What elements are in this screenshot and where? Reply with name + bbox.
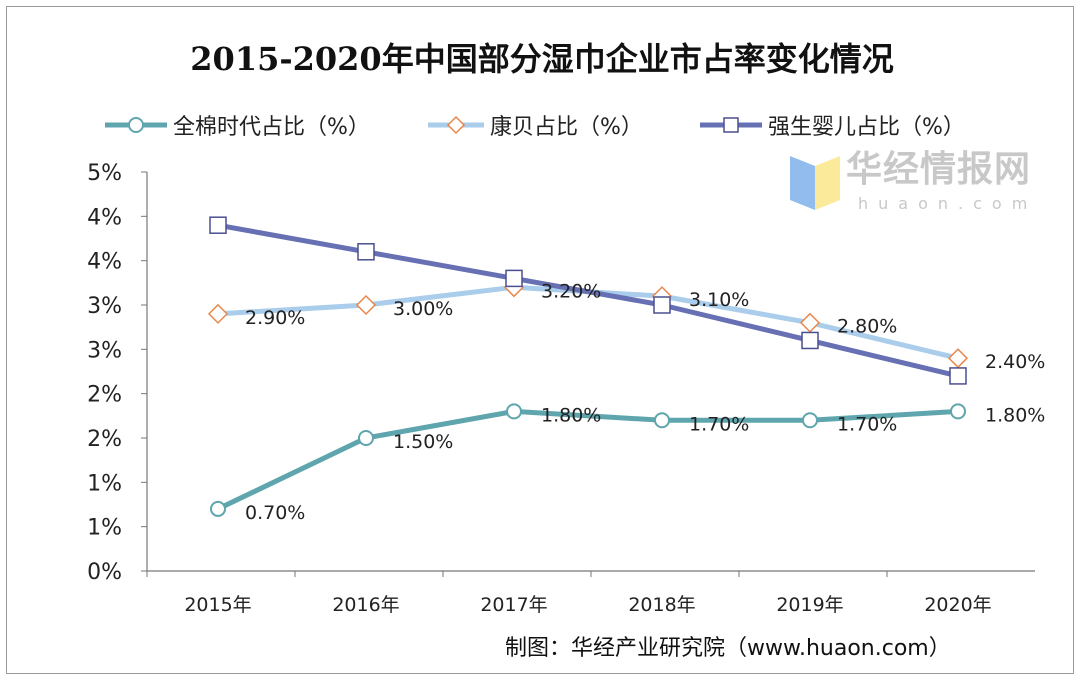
data-label: 2.40% <box>985 351 1045 373</box>
y-tick-label: 1% <box>87 516 122 541</box>
legend-diamond-marker-icon <box>428 115 484 135</box>
y-tick-label: 3% <box>87 338 122 363</box>
legend-square-marker-icon <box>700 117 762 133</box>
y-tick-label: 4% <box>87 250 122 275</box>
y-tick-label: 1% <box>87 471 122 496</box>
chart-border <box>6 6 1074 674</box>
y-tick-label: 2% <box>87 427 122 452</box>
y-tick-label: 5% <box>87 161 122 186</box>
data-point-square <box>653 296 671 314</box>
data-label: 1.50% <box>393 431 453 453</box>
series-line-0 <box>216 408 959 512</box>
data-point-diamond <box>355 294 377 316</box>
data-point-circle <box>950 403 966 420</box>
legend-item-quanmian: 全棉时代占比（%） <box>105 109 370 141</box>
data-label: 0.70% <box>245 502 305 524</box>
data-point-square <box>801 331 819 350</box>
data-point-diamond <box>207 303 229 324</box>
data-label: 2.90% <box>245 307 305 329</box>
data-point-square <box>357 243 375 261</box>
legend-item-kangbei: 康贝占比（%） <box>428 109 643 141</box>
data-label: 2.80% <box>837 316 897 338</box>
data-label: 3.10% <box>689 289 749 311</box>
series-line-2 <box>217 222 959 379</box>
x-tick-label: 2018年 <box>628 594 695 616</box>
data-label: 1.80% <box>985 404 1045 426</box>
x-tick-label: 2015年 <box>184 594 251 616</box>
data-point-circle <box>358 430 374 446</box>
data-point-square <box>209 216 227 234</box>
data-label: 1.70% <box>689 413 749 435</box>
data-point-circle <box>802 412 818 429</box>
y-tick-label: 4% <box>87 205 122 230</box>
data-point-square <box>949 367 967 385</box>
data-label: 3.00% <box>393 298 453 320</box>
x-tick-label: 2019年 <box>776 594 843 616</box>
data-label: 3.20% <box>541 280 601 302</box>
data-label: 1.70% <box>837 413 897 435</box>
watermark-url: huaon.com <box>858 194 1038 213</box>
data-point-circle <box>654 412 670 429</box>
legend-label: 全棉时代占比（%） <box>173 115 370 140</box>
x-tick-label: 2017年 <box>480 594 547 616</box>
data-label: 1.80% <box>541 404 601 426</box>
data-point-diamond <box>799 312 821 333</box>
data-point-diamond <box>947 348 969 369</box>
watermark-logo-icon <box>790 156 840 210</box>
source-note: 制图：华经产业研究院（www.huaon.com） <box>505 636 951 661</box>
x-tick-label: 2020年 <box>924 594 991 616</box>
legend-label: 康贝占比（%） <box>490 115 643 140</box>
legend-circle-marker-icon <box>105 117 167 133</box>
data-point-square <box>505 269 523 288</box>
x-tick-label: 2016年 <box>332 594 399 616</box>
chart-title: 2015-2020年中国部分湿巾企业市占率变化情况 <box>190 40 894 78</box>
legend-item-qiangsheng: 强生婴儿占比（%） <box>700 109 965 141</box>
data-point-circle <box>506 403 522 420</box>
y-tick-label: 2% <box>87 383 122 408</box>
watermark-text: 华经情报网 <box>846 149 1032 190</box>
legend-label: 强生婴儿占比（%） <box>768 115 965 140</box>
data-point-circle <box>210 500 226 517</box>
y-tick-label: 3% <box>87 294 122 319</box>
y-tick-label: 0% <box>87 560 122 585</box>
